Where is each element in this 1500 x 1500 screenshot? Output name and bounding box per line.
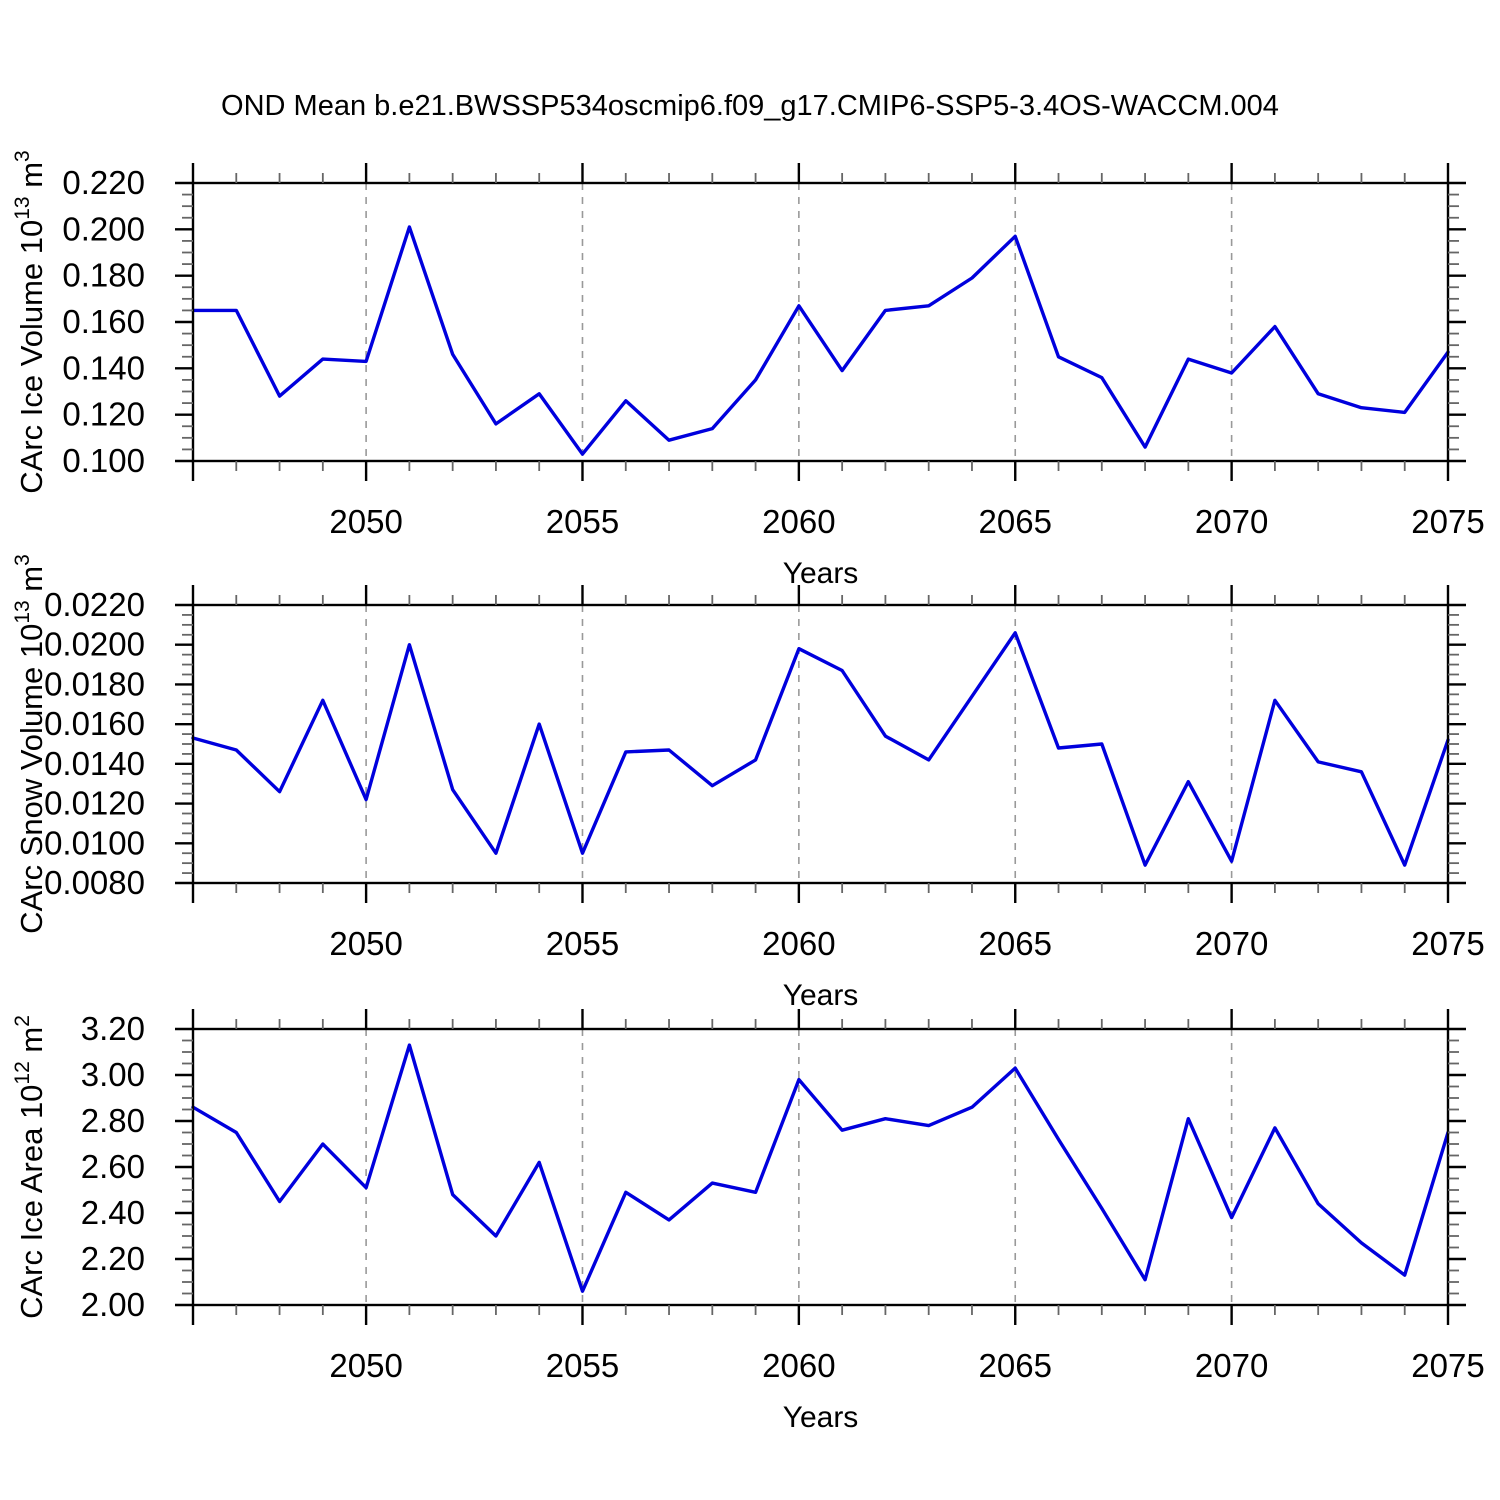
y-axis-title: CArc Snow Volume 1013 m3 (11, 554, 49, 934)
x-tick-label: 2075 (1411, 925, 1484, 962)
x-tick-label: 2075 (1411, 1347, 1484, 1384)
x-axis-title: Years (783, 1401, 859, 1434)
panel-carc-ice-volume: 0.100 0.120 0.140 0.160 0.180 0.200 0.220 2050 2… (11, 150, 1485, 590)
y-tick-label: 0.140 (62, 349, 145, 386)
x-tick-label: 2050 (329, 1347, 402, 1384)
x-tick-label: 2060 (762, 925, 835, 962)
x-tick-label: 2060 (762, 503, 835, 540)
plot-frame (191, 1027, 1450, 1307)
y-tick-label: 0.200 (62, 210, 145, 247)
x-tick-label: 2050 (329, 503, 402, 540)
x-axis-title: Years (783, 557, 859, 590)
x-tick-label: 2070 (1195, 925, 1268, 962)
y-tick-label: 0.0100 (44, 824, 145, 861)
x-tick-label: 2055 (546, 503, 619, 540)
y-tick-label: 0.160 (62, 303, 145, 340)
x-tick-label: 2065 (979, 1347, 1052, 1384)
x-tick-label: 2070 (1195, 1347, 1268, 1384)
y-tick-label: 0.0080 (44, 864, 145, 901)
x-axis-title: Years (783, 979, 859, 1012)
y-tick-label: 0.100 (62, 442, 145, 479)
y-axis-title: CArc Ice Area 1012 m2 (11, 1015, 49, 1319)
y-tick-label: 0.0220 (44, 586, 145, 623)
carc-ice-area-line (191, 1043, 1450, 1293)
y-tick-label: 2.40 (81, 1194, 145, 1231)
x-tick-label: 2055 (546, 925, 619, 962)
y-tick-label: 2.20 (81, 1240, 145, 1277)
y-tick-label: 0.220 (62, 164, 145, 201)
y-axis-title: CArc Ice Volume 1013 m3 (11, 150, 49, 493)
y-tick-label: 0.0120 (44, 785, 145, 822)
panel-carc-snow-volume: 0.00800.01000.01200.01400.01600.01800.02… (11, 554, 1485, 1012)
y-tick-label: 0.0180 (44, 665, 145, 702)
x-tick-label: 2050 (329, 925, 402, 962)
chart-title: OND Mean b.e21.BWSSP534oscmip6.f09_g17.C… (221, 90, 1279, 122)
carc-snow-volume-line (191, 631, 1450, 867)
carc-ice-volume-line (191, 225, 1450, 456)
y-tick-label: 3.00 (81, 1056, 145, 1093)
y-tick-label: 0.180 (62, 257, 145, 294)
y-tick-label: 0.0140 (44, 745, 145, 782)
y-tick-label: 3.20 (81, 1010, 145, 1047)
plot-frame (191, 181, 1450, 463)
y-tick-label: 0.0200 (44, 626, 145, 663)
x-tick-label: 2060 (762, 1347, 835, 1384)
x-tick-label: 2065 (979, 925, 1052, 962)
y-tick-label: 2.60 (81, 1148, 145, 1185)
y-tick-label: 0.0160 (44, 705, 145, 742)
x-tick-label: 2075 (1411, 503, 1484, 540)
panel-carc-ice-area: 2.00 2.20 2.40 2.60 2.80 3.00 3.20 2050 2055 2060… (11, 1009, 1485, 1434)
y-tick-label: 2.80 (81, 1102, 145, 1139)
x-tick-label: 2065 (979, 503, 1052, 540)
x-tick-label: 2070 (1195, 503, 1268, 540)
y-tick-label: 0.120 (62, 396, 145, 433)
x-tick-label: 2055 (546, 1347, 619, 1384)
y-tick-label: 2.00 (81, 1286, 145, 1323)
